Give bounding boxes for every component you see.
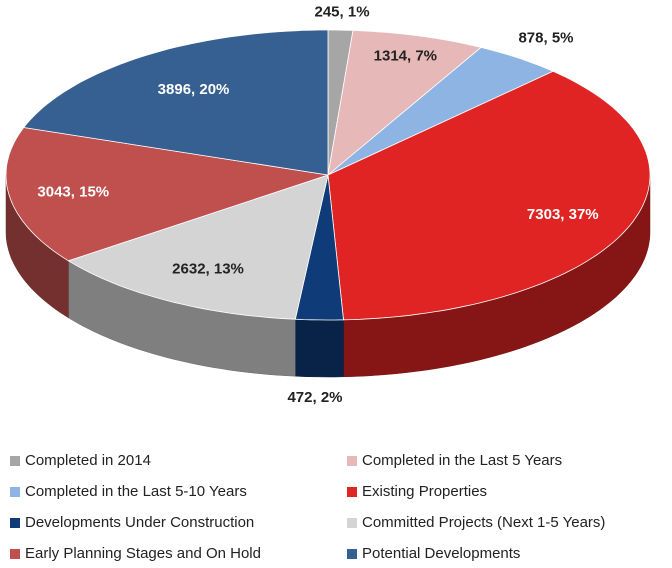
legend-swatch	[10, 518, 20, 528]
data-label: 245, 1%	[315, 4, 370, 21]
legend-swatch	[347, 456, 357, 466]
pie-slice	[327, 46, 555, 176]
data-label: 1314, 7%	[374, 48, 437, 65]
legend-swatch	[10, 549, 20, 559]
data-label: 472, 2%	[287, 389, 342, 406]
legend-label: Completed in the Last 5 Years	[362, 452, 562, 469]
legend-swatch	[347, 549, 357, 559]
legend-label: Completed in the Last 5-10 Years	[25, 483, 247, 500]
data-label: 7303, 37%	[527, 206, 599, 223]
pie-slice	[5, 127, 329, 262]
legend-label: Potential Developments	[362, 545, 520, 562]
pie-slice	[294, 174, 344, 321]
data-label: 3896, 20%	[158, 81, 230, 98]
legend-label: Committed Projects (Next 1-5 Years)	[362, 514, 605, 531]
pie-slice	[22, 29, 329, 176]
pie-slice	[327, 29, 482, 177]
legend-swatch	[10, 487, 20, 497]
data-label: 2632, 13%	[172, 260, 244, 277]
legend-swatch	[347, 518, 357, 528]
pie-slice	[327, 70, 651, 321]
legend-swatch	[347, 487, 357, 497]
legend-label: Completed in 2014	[25, 452, 151, 469]
pie-side	[295, 318, 344, 378]
legend-label: Existing Properties	[362, 483, 487, 500]
legend-swatch	[10, 456, 20, 466]
data-label: 878, 5%	[518, 30, 573, 47]
pie-slice	[67, 174, 329, 320]
legend-label: Developments Under Construction	[25, 514, 254, 531]
legend-label: Early Planning Stages and On Hold	[25, 545, 261, 562]
data-label: 3043, 15%	[37, 183, 109, 200]
